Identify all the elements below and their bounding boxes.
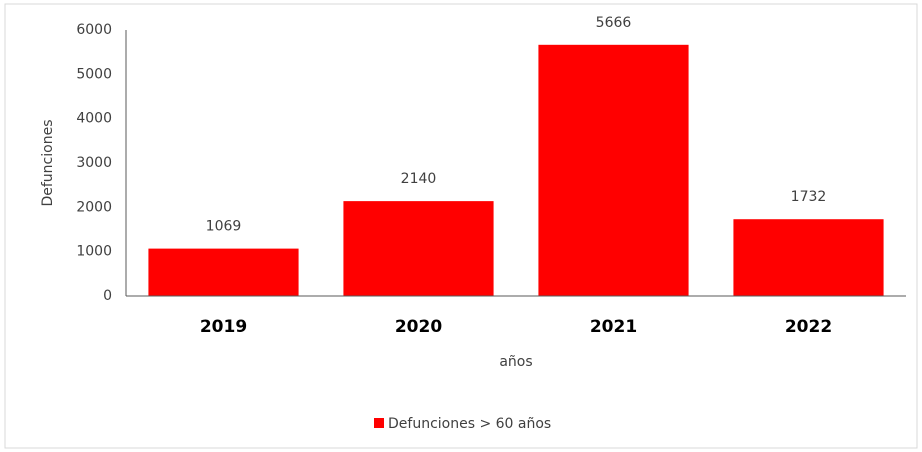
y-tick-label: 1000 <box>76 244 112 260</box>
x-tick-label: 2021 <box>590 317 637 337</box>
y-tick-label: 5000 <box>76 66 112 82</box>
legend-label: Defunciones > 60 años <box>388 416 551 432</box>
bar <box>148 248 299 296</box>
legend-swatch <box>374 418 384 428</box>
bar <box>733 219 884 296</box>
x-tick-label: 2020 <box>395 317 442 337</box>
x-tick-label: 2022 <box>785 317 832 337</box>
y-tick-label: 3000 <box>76 155 112 171</box>
bar <box>538 44 689 296</box>
y-axis-label: Defunciones <box>40 119 56 206</box>
y-tick-label: 4000 <box>76 111 112 127</box>
data-label: 1069 <box>206 219 242 235</box>
data-label: 1732 <box>791 189 827 205</box>
bar <box>343 201 494 296</box>
x-tick-label: 2019 <box>200 317 247 337</box>
data-label: 5666 <box>596 15 632 31</box>
y-tick-label: 0 <box>103 288 112 304</box>
y-tick-label: 2000 <box>76 199 112 215</box>
y-tick-label: 6000 <box>76 22 112 38</box>
x-axis-label: años <box>499 354 532 370</box>
data-label: 2140 <box>401 171 437 187</box>
